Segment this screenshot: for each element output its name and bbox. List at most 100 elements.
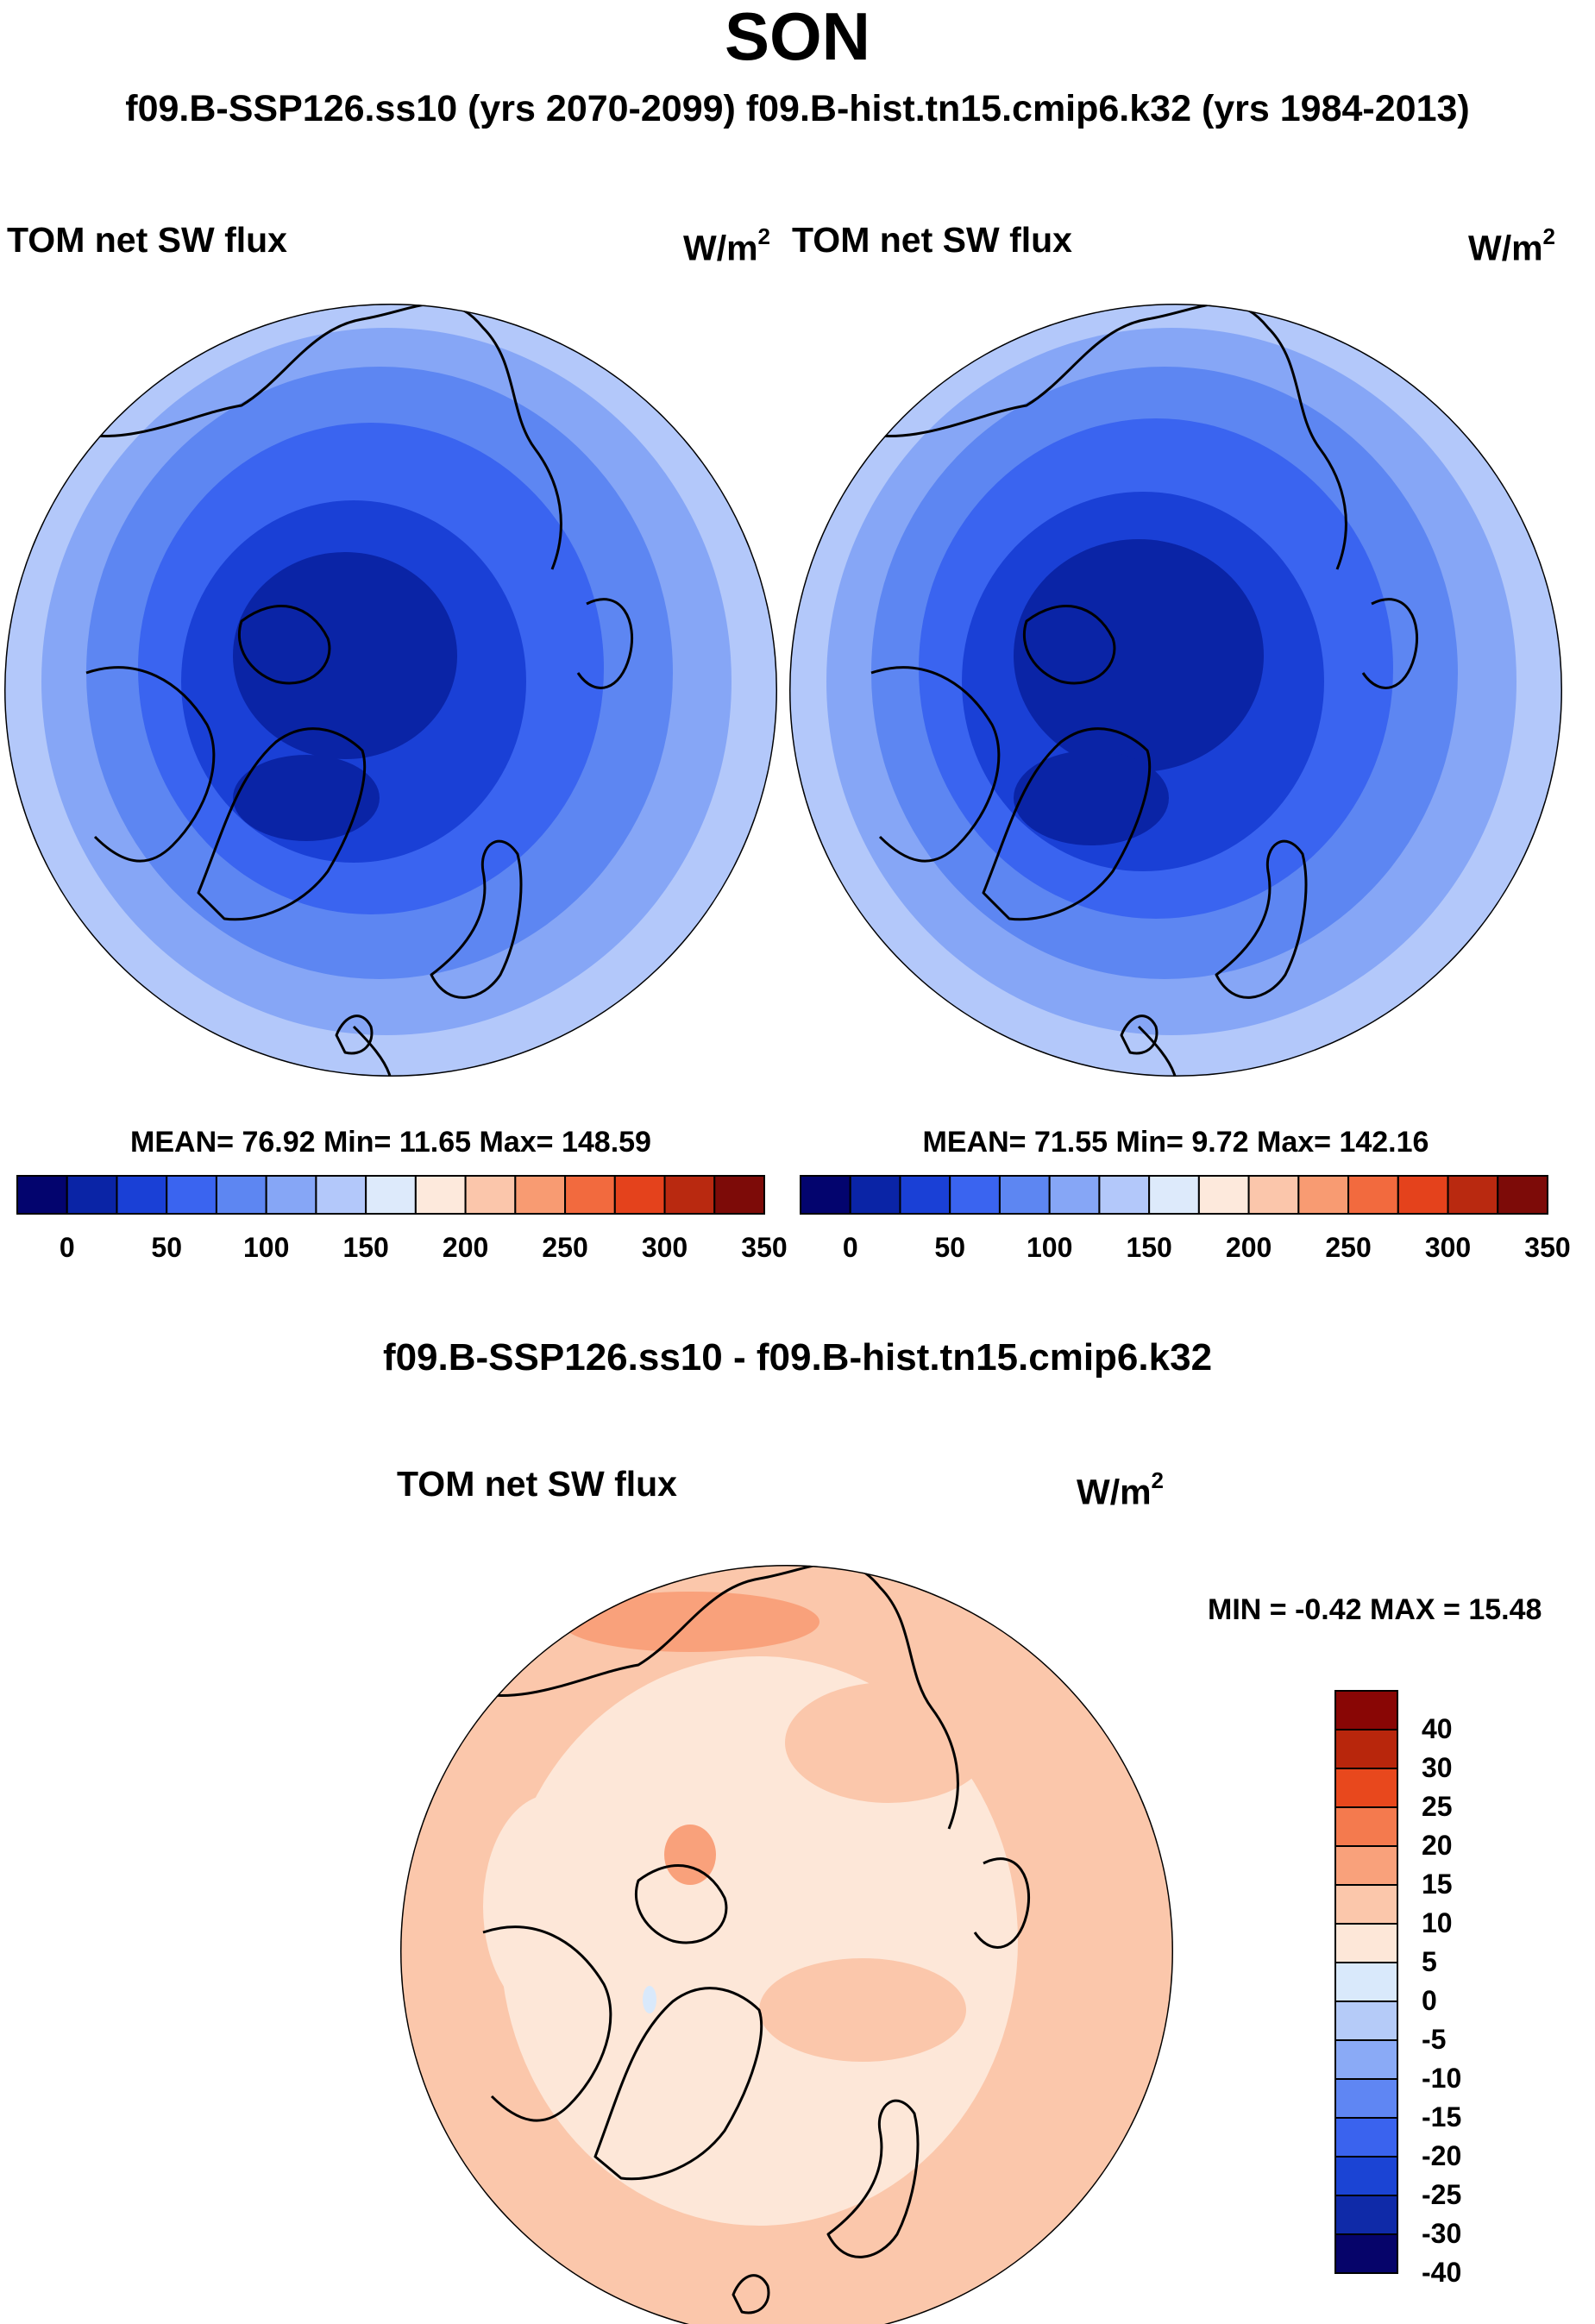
diff-colorbar-swatch-5 (1334, 1884, 1398, 1925)
diff-map-patch-max (664, 1825, 716, 1885)
left-colorbar-tick-label: 350 (741, 1232, 787, 1263)
right-panel-stats: MEAN= 71.55 Min= 9.72 Max= 142.16 (785, 1123, 1567, 1161)
right-colorbar-swatch-7 (1148, 1175, 1200, 1215)
left-colorbar-swatch-6 (315, 1175, 367, 1215)
diff-max-label: MAX = (1370, 1593, 1460, 1626)
right-colorbar-swatch-3 (949, 1175, 1001, 1215)
left-map-coastlines (68, 304, 634, 1077)
right-colorbar-swatch-10 (1297, 1175, 1350, 1215)
right-colorbar-swatch-0 (800, 1175, 851, 1215)
diff-colorbar-label: 15 (1422, 1869, 1453, 1900)
diff-colorbar-swatch-9 (1334, 2039, 1398, 2080)
left-colorbar-tick-label: 300 (642, 1232, 688, 1263)
left-colorbar-swatch-9 (464, 1175, 517, 1215)
right-colorbar-swatch-9 (1247, 1175, 1300, 1215)
left-colorbar-swatch-12 (613, 1175, 666, 1215)
diff-colorbar-swatch-8 (1334, 2001, 1398, 2041)
diff-map (400, 1565, 1173, 2324)
right-colorbar-swatch-11 (1347, 1175, 1399, 1215)
left-panel-unit: W/m2 (683, 223, 771, 268)
diff-colorbar (1334, 1690, 1398, 2274)
diff-colorbar-swatch-7 (1334, 1962, 1398, 2002)
right-min-value: 9.72 (1191, 1126, 1249, 1159)
diff-colorbar-swatch-13 (1334, 2195, 1398, 2235)
diff-panel-unit: W/m2 (1077, 1467, 1165, 1512)
diff-colorbar-label: -20 (1422, 2140, 1461, 2171)
diff-colorbar-swatch-1 (1334, 1729, 1398, 1769)
diff-colorbar-swatch-10 (1334, 2078, 1398, 2119)
left-colorbar-swatch-11 (564, 1175, 616, 1215)
left-panel-stats: MEAN= 76.92 Min= 11.65 Max= 148.59 (0, 1123, 782, 1161)
diff-colorbar-swatch-12 (1334, 2156, 1398, 2196)
left-colorbar-labels: 0 50 100 150 200 250 300 350 (60, 1232, 788, 1263)
right-map-band-25 (1014, 539, 1264, 772)
diff-max-value: 15.48 (1468, 1593, 1542, 1626)
right-colorbar-labels: 0 50 100 150 200 250 300 350 (843, 1232, 1571, 1263)
right-map-greenland-core (1014, 751, 1169, 845)
diff-colorbar-label: 10 (1422, 1907, 1453, 1938)
right-colorbar-swatch-5 (1048, 1175, 1101, 1215)
diff-colorbar-swatch-3 (1334, 1806, 1398, 1847)
diff-min-value: -0.42 (1295, 1593, 1362, 1626)
diff-colorbar-label: -10 (1422, 2063, 1461, 2094)
left-colorbar-swatch-0 (16, 1175, 68, 1215)
right-colorbar-tick-label: 250 (1325, 1232, 1371, 1263)
diff-colorbar-swatch-11 (1334, 2117, 1398, 2158)
right-panel-title: TOM net SW flux (792, 220, 1072, 260)
diff-minmax: MIN = -0.42 MAX = 15.48 (1208, 1591, 1587, 1629)
left-max-label: Max= (479, 1126, 554, 1159)
left-colorbar-tick-label: 250 (542, 1232, 587, 1263)
diff-colorbar-label: -30 (1422, 2218, 1461, 2249)
right-min-label: Min= (1115, 1126, 1184, 1159)
diff-map-band-0to5-west (483, 1794, 621, 2019)
left-colorbar-tick-label: 50 (151, 1232, 182, 1263)
diff-colorbar-label: 20 (1422, 1830, 1453, 1861)
right-mean-label: MEAN= (922, 1126, 1027, 1159)
left-mean-value: 76.92 (242, 1126, 316, 1159)
right-colorbar-swatch-13 (1447, 1175, 1499, 1215)
diff-colorbar-label: -40 (1422, 2257, 1461, 2288)
left-colorbar-swatch-3 (166, 1175, 217, 1215)
right-max-label: Max= (1257, 1126, 1331, 1159)
left-min-value: 11.65 (399, 1126, 472, 1159)
diff-min-label: MIN = (1208, 1593, 1287, 1626)
left-map-greenland-core (233, 755, 380, 841)
diff-colorbar-label: 40 (1422, 1713, 1453, 1744)
right-colorbar-tick-label: 100 (1027, 1232, 1072, 1263)
diff-colorbar-swatch-0 (1334, 1690, 1398, 1730)
right-colorbar-swatch-2 (899, 1175, 951, 1215)
diff-colorbar-swatch-14 (1334, 2233, 1398, 2274)
left-colorbar-tick-label: 150 (342, 1232, 388, 1263)
left-colorbar-tick-label: 0 (60, 1232, 75, 1263)
diff-colorbar-label: 5 (1422, 1946, 1437, 1977)
right-colorbar-swatch-14 (1497, 1175, 1549, 1215)
right-colorbar-swatch-6 (1098, 1175, 1151, 1215)
left-colorbar-tick-label: 200 (443, 1232, 488, 1263)
left-max-value: 148.59 (561, 1126, 651, 1159)
diff-map-patch-south (759, 1958, 966, 2062)
left-colorbar-swatch-5 (265, 1175, 317, 1215)
right-colorbar-tick-label: 150 (1126, 1232, 1171, 1263)
left-colorbar-swatch-13 (663, 1175, 716, 1215)
right-map-coastlines (853, 304, 1419, 1077)
right-colorbar-swatch-1 (849, 1175, 901, 1215)
diff-colorbar-label: -15 (1422, 2101, 1461, 2132)
right-max-value: 142.16 (1339, 1126, 1429, 1159)
left-colorbar-swatch-2 (116, 1175, 168, 1215)
right-colorbar-swatch-4 (998, 1175, 1051, 1215)
diff-colorbar-label: 30 (1422, 1752, 1453, 1783)
left-colorbar-swatch-4 (215, 1175, 267, 1215)
right-colorbar-swatch-12 (1397, 1175, 1449, 1215)
diff-map-patch-min (643, 1986, 656, 2013)
figure-subtitle: f09.B-SSP126.ss10 (yrs 2070-2099) f09.B-… (125, 88, 1470, 129)
right-colorbar-tick-label: 350 (1524, 1232, 1570, 1263)
right-panel-unit: W/m2 (1468, 223, 1556, 268)
left-map (4, 304, 777, 1077)
right-colorbar (800, 1175, 1549, 1215)
diff-colorbar-label: -5 (1422, 2024, 1446, 2055)
diff-colorbar-label: 25 (1422, 1791, 1453, 1822)
left-colorbar (16, 1175, 765, 1215)
left-min-label: Min= (323, 1126, 392, 1159)
right-colorbar-swatch-8 (1197, 1175, 1250, 1215)
